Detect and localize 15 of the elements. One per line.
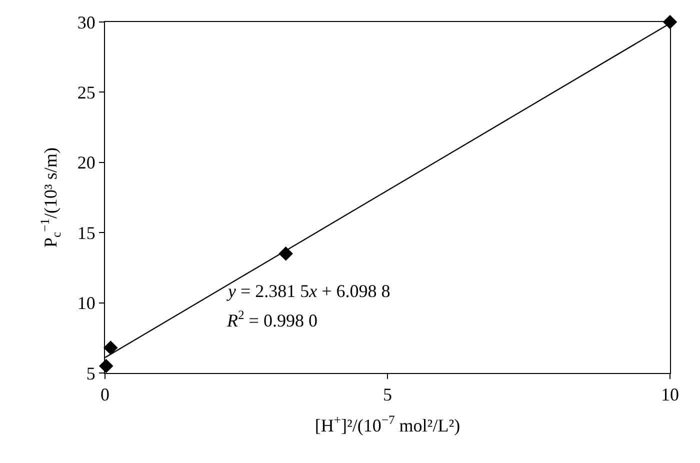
x-tick-label: 5 xyxy=(383,384,392,405)
y-tick-label: 25 xyxy=(77,82,96,102)
y-tick-label: 5 xyxy=(86,363,96,384)
x-tick-label: 10 xyxy=(661,384,679,405)
annotation: y = 2.381 5x + 6.098 8 xyxy=(226,281,390,301)
x-tick-label: 0 xyxy=(100,384,110,405)
y-tick-label: 10 xyxy=(77,293,96,314)
y-tick-label: 20 xyxy=(77,152,96,173)
y-tick-label: 15 xyxy=(77,222,96,243)
point xyxy=(278,246,293,261)
point xyxy=(104,340,118,355)
point xyxy=(98,358,114,374)
x-axis-title: [H$^{+}$]²/(10$^{−7}$ mol²/L²) xyxy=(314,413,460,436)
y-tick-label: 30 xyxy=(77,12,96,32)
annotation: R$^{2}$ = 0.998 0 xyxy=(226,308,318,331)
